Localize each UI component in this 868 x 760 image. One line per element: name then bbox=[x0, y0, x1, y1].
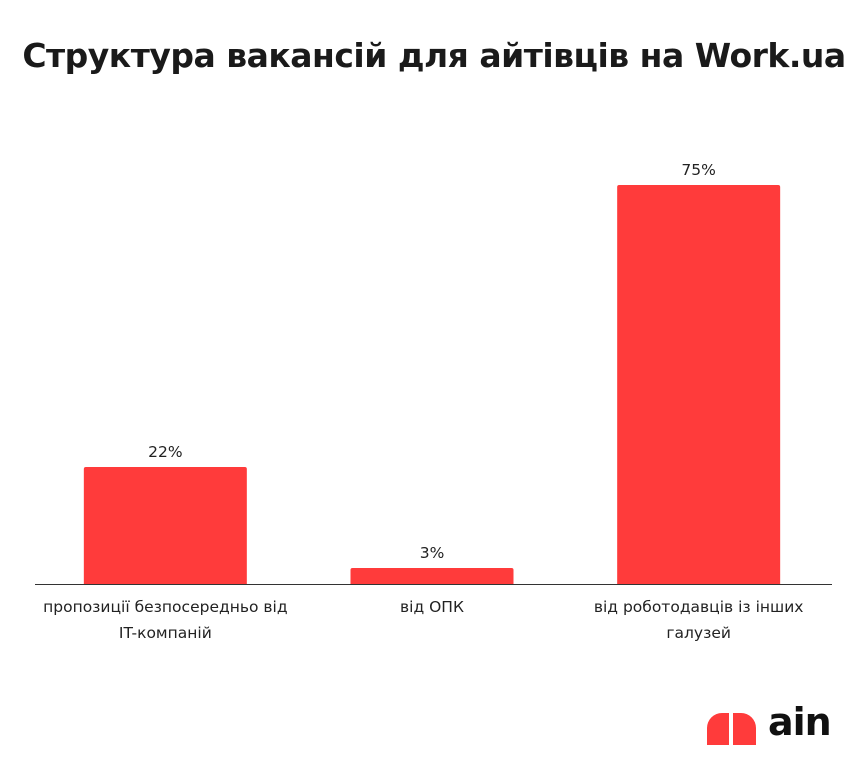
bar bbox=[83, 466, 247, 584]
logo-icon bbox=[707, 713, 756, 745]
x-tick-label: від роботодавців із інших галузей bbox=[593, 598, 804, 642]
chart-title: Структура вакансій для айтівців на Work.… bbox=[22, 36, 846, 75]
value-label: 75% bbox=[681, 161, 716, 179]
x-tick-label: пропозиції безпосередньо від IT-компаній bbox=[43, 598, 288, 642]
value-label: 3% bbox=[419, 544, 445, 563]
bar bbox=[617, 185, 781, 584]
logo-text: ain bbox=[768, 700, 832, 744]
x-tick-label: від ОПК bbox=[400, 598, 464, 616]
value-label: 22% bbox=[148, 442, 183, 461]
bar bbox=[350, 568, 514, 584]
